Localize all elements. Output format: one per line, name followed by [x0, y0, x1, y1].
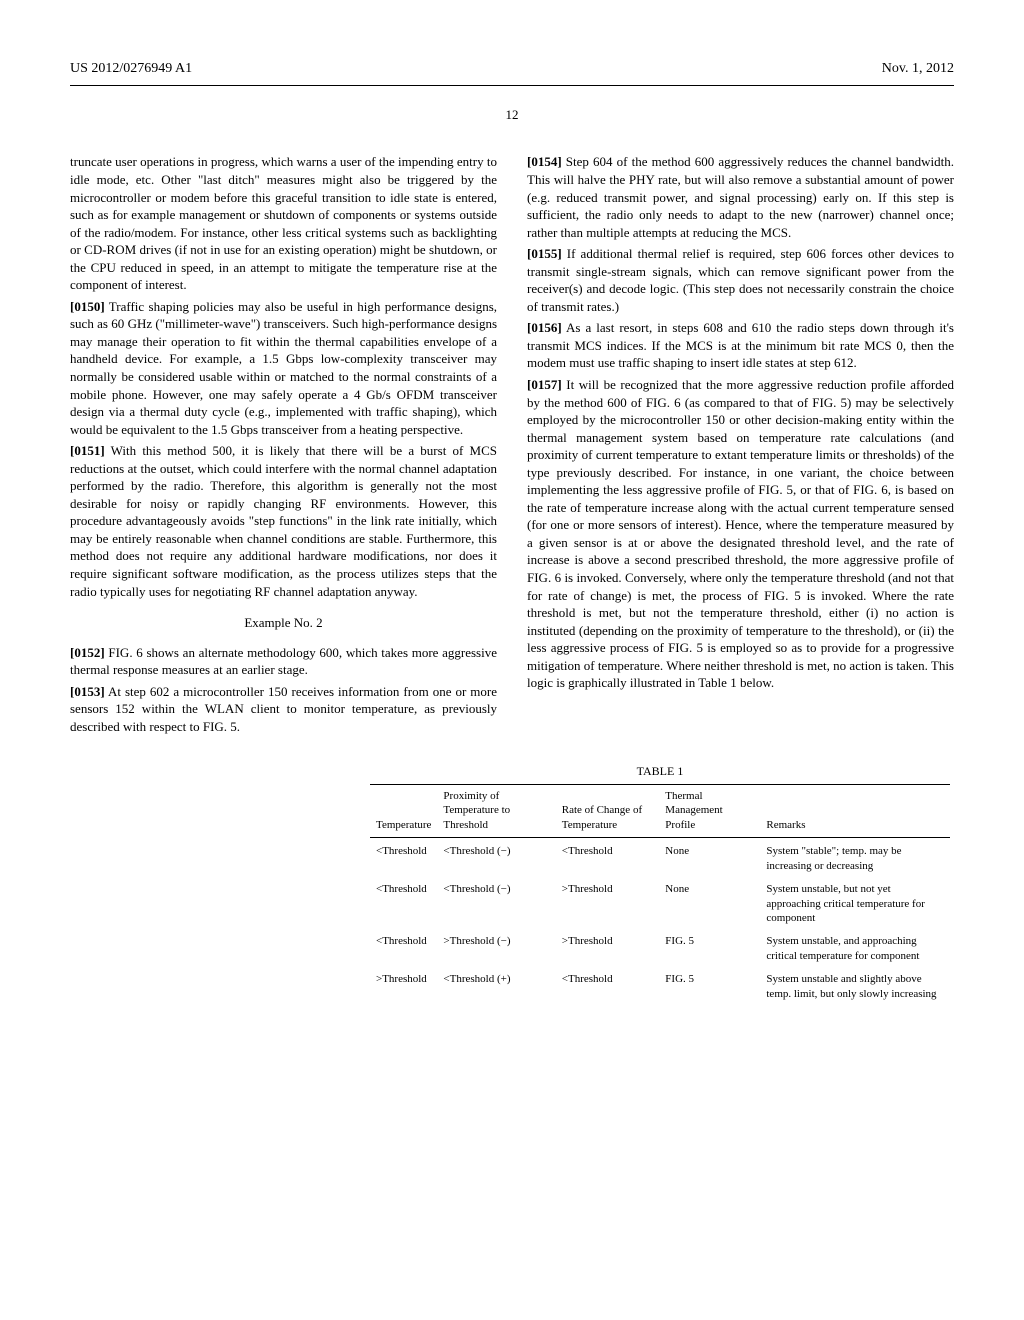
- text-columns: truncate user operations in progress, wh…: [70, 153, 954, 739]
- threshold-table: Temperature Proximity of Temperature to …: [370, 784, 950, 1006]
- paragraph-text: With this method 500, it is likely that …: [70, 443, 497, 598]
- publication-number: US 2012/0276949 A1: [70, 60, 192, 79]
- paragraph-text: At step 602 a microcontroller 150 receiv…: [70, 684, 497, 734]
- table-cell: >Threshold: [370, 968, 437, 1006]
- right-column: [0154] Step 604 of the method 600 aggres…: [527, 153, 954, 739]
- paragraph: truncate user operations in progress, wh…: [70, 153, 497, 293]
- paragraph-text: Step 604 of the method 600 aggressively …: [527, 154, 954, 239]
- paragraph-text: It will be recognized that the more aggr…: [527, 377, 954, 690]
- publication-date: Nov. 1, 2012: [882, 60, 954, 79]
- table-header: Thermal Management Profile: [659, 784, 760, 838]
- table-cell: <Threshold: [370, 878, 437, 931]
- table-cell: <Threshold (−): [437, 878, 555, 931]
- table-header: Remarks: [760, 784, 950, 838]
- paragraph-number: [0154]: [527, 154, 562, 169]
- paragraph-number: [0156]: [527, 320, 562, 335]
- paragraph-number: [0152]: [70, 645, 105, 660]
- paragraph-number: [0150]: [70, 299, 105, 314]
- table-cell: >Threshold: [556, 930, 660, 968]
- table-cell: None: [659, 878, 760, 931]
- left-column: truncate user operations in progress, wh…: [70, 153, 497, 739]
- paragraph: [0154] Step 604 of the method 600 aggres…: [527, 153, 954, 241]
- table-row: <Threshold <Threshold (−) >Threshold Non…: [370, 878, 950, 931]
- paragraph-number: [0155]: [527, 246, 562, 261]
- paragraph: [0151] With this method 500, it is likel…: [70, 442, 497, 600]
- header-rule: [70, 85, 954, 86]
- table-cell: <Threshold (−): [437, 838, 555, 878]
- table-row: >Threshold <Threshold (+) <Threshold FIG…: [370, 968, 950, 1006]
- table-cell: >Threshold: [556, 878, 660, 931]
- paragraph-number: [0153]: [70, 684, 105, 699]
- paragraph: [0157] It will be recognized that the mo…: [527, 376, 954, 692]
- table-cell: FIG. 5: [659, 930, 760, 968]
- table-1: TABLE 1 Temperature Proximity of Tempera…: [370, 763, 950, 1005]
- table-cell: <Threshold: [556, 968, 660, 1006]
- table-row: <Threshold <Threshold (−) <Threshold Non…: [370, 838, 950, 878]
- table-cell: System unstable, but not yet approaching…: [760, 878, 950, 931]
- table-header: Rate of Change of Temperature: [556, 784, 660, 838]
- paragraph: [0156] As a last resort, in steps 608 an…: [527, 319, 954, 372]
- paragraph-text: As a last resort, in steps 608 and 610 t…: [527, 320, 954, 370]
- paragraph-text: FIG. 6 shows an alternate methodology 60…: [70, 645, 497, 678]
- paragraph: [0155] If additional thermal relief is r…: [527, 245, 954, 315]
- paragraph: [0152] FIG. 6 shows an alternate methodo…: [70, 644, 497, 679]
- table-body: <Threshold <Threshold (−) <Threshold Non…: [370, 838, 950, 1006]
- table-cell: <Threshold: [370, 838, 437, 878]
- paragraph-number: [0151]: [70, 443, 105, 458]
- table-cell: <Threshold (+): [437, 968, 555, 1006]
- paragraph-text: truncate user operations in progress, wh…: [70, 154, 497, 292]
- table-header: Temperature: [370, 784, 437, 838]
- table-cell: <Threshold: [370, 930, 437, 968]
- paragraph: [0150] Traffic shaping policies may also…: [70, 298, 497, 438]
- table-header-row: Temperature Proximity of Temperature to …: [370, 784, 950, 838]
- paragraph: [0153] At step 602 a microcontroller 150…: [70, 683, 497, 736]
- page-header: US 2012/0276949 A1 Nov. 1, 2012: [70, 60, 954, 79]
- table-cell: System unstable and slightly above temp.…: [760, 968, 950, 1006]
- table-cell: System "stable"; temp. may be increasing…: [760, 838, 950, 878]
- table-caption: TABLE 1: [370, 763, 950, 779]
- table-cell: None: [659, 838, 760, 878]
- table-row: <Threshold >Threshold (−) >Threshold FIG…: [370, 930, 950, 968]
- page-number: 12: [70, 106, 954, 124]
- paragraph-number: [0157]: [527, 377, 562, 392]
- table-cell: System unstable, and approaching critica…: [760, 930, 950, 968]
- table-header: Proximity of Temperature to Threshold: [437, 784, 555, 838]
- paragraph-text: Traffic shaping policies may also be use…: [70, 299, 497, 437]
- paragraph-text: If additional thermal relief is required…: [527, 246, 954, 314]
- table-cell: FIG. 5: [659, 968, 760, 1006]
- table-cell: <Threshold: [556, 838, 660, 878]
- table-cell: >Threshold (−): [437, 930, 555, 968]
- example-heading: Example No. 2: [70, 614, 497, 632]
